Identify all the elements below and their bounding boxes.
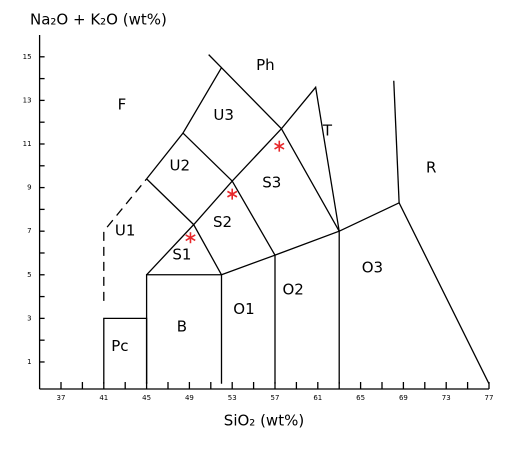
field-boundary [145,274,223,384]
x-tick-label: 41 [99,394,108,402]
point [274,140,285,152]
y-axis-label: Na₂O + K₂O (wt%) [30,11,167,29]
x-tick-label: 49 [185,394,194,402]
point [185,232,196,244]
y-tick-label: 1 [27,358,31,366]
point-stroke [185,234,196,242]
field-label: S2 [213,213,232,231]
y-tick-label: 3 [27,314,31,322]
field-label: U2 [170,156,191,174]
y-tick-label: 13 [23,96,32,104]
field-label: R [426,158,436,176]
x-tick-label: 45 [142,394,151,402]
field-boundary [231,127,340,232]
y-tick-label: 5 [27,271,31,279]
x-tick-label: 57 [271,394,280,402]
y-tick-label: 11 [23,140,32,148]
x-tick-label: 73 [442,394,451,402]
field-boundary [221,254,276,384]
field-label: S1 [172,246,191,264]
x-axis-label: SiO₂ (wt%) [224,412,304,430]
field-label: B [177,318,187,336]
field-label: S3 [262,174,281,192]
x-tick-label: 69 [399,394,408,402]
field-label: O3 [362,259,383,277]
y-tick-label: 7 [27,227,31,235]
field-boundary [274,230,340,384]
field-boundary [146,223,223,276]
field-boundary [338,201,490,385]
field-boundary [103,178,148,301]
field-boundary [393,80,400,203]
point [227,188,238,200]
x-tick-label: 61 [313,394,322,402]
point-stroke [227,190,238,198]
field-boundary [146,178,195,226]
field-label: F [118,95,127,113]
field-boundary [208,54,222,69]
field-boundary [193,179,276,256]
y-tick-label: 15 [23,53,32,61]
field-label: T [322,121,333,139]
field-label: Pc [111,337,128,355]
y-tick-label: 9 [27,184,31,192]
field-label: O1 [233,300,254,318]
x-tick-label: 37 [57,394,66,402]
x-tick-label: 77 [485,394,494,402]
field-label: U1 [115,222,136,240]
field-label: U3 [213,106,234,124]
field-label: O2 [283,281,304,299]
field-label: Ph [256,56,275,74]
x-tick-label: 65 [356,394,365,402]
field-boundary [280,85,340,232]
point-stroke [274,142,285,150]
x-tick-label: 53 [228,394,237,402]
